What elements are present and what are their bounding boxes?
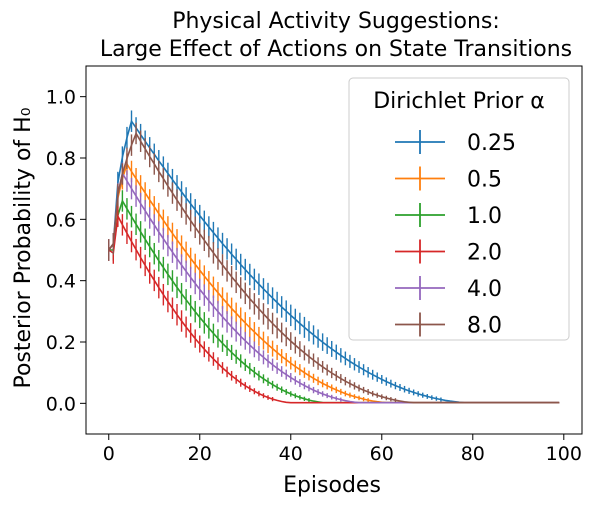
- x-axis-label: Episodes: [283, 473, 381, 498]
- x-axis: 0 20 40 60 80 100: [103, 434, 582, 465]
- legend-item-8.0: 8.0: [395, 312, 502, 339]
- y-tick-label: 0.8: [46, 148, 76, 170]
- y-tick-label: 0.0: [46, 393, 76, 415]
- x-tick-label: 80: [461, 443, 485, 465]
- y-tick-label: 1.0: [46, 87, 76, 109]
- legend-label: 0.5: [467, 168, 502, 193]
- x-tick-label: 40: [279, 443, 303, 465]
- legend-label: 0.25: [467, 131, 516, 156]
- legend: Dirichlet Prior α 0.25 0.5 1.0 2.0 4.0 8.0: [348, 77, 570, 341]
- legend-item-4.0: 4.0: [395, 276, 502, 302]
- x-tick-label: 20: [188, 443, 212, 465]
- y-axis: 0.0 0.2 0.4 0.6 0.8 1.0: [46, 87, 86, 415]
- chart-title-line-1: Physical Activity Suggestions:: [172, 9, 500, 34]
- legend-box: [348, 77, 570, 341]
- x-tick-label: 60: [370, 443, 394, 465]
- y-tick-label: 0.4: [46, 271, 76, 293]
- legend-label: 8.0: [467, 314, 502, 339]
- chart-title: Physical Activity Suggestions: Large Eff…: [100, 9, 572, 62]
- series-line: [108, 131, 560, 404]
- plot-frame: [85, 65, 583, 435]
- legend-label: 4.0: [467, 277, 502, 302]
- x-tick-label: 0: [103, 443, 115, 465]
- legend-label: 1.0: [467, 204, 502, 229]
- x-tick-label: 100: [546, 443, 582, 465]
- legend-title: Dirichlet Prior α: [373, 89, 545, 114]
- legend-label: 2.0: [467, 241, 502, 266]
- series-0.5: [108, 153, 560, 404]
- legend-item-0.25: 0.25: [395, 130, 516, 156]
- legend-item-1.0: 1.0: [395, 203, 502, 229]
- legend-item-0.5: 0.5: [395, 166, 502, 193]
- plot-area: [85, 65, 583, 435]
- y-axis-label: Posterior Probability of H₀: [11, 107, 36, 388]
- series-8.0: [108, 122, 560, 404]
- legend-item-2.0: 2.0: [395, 239, 502, 266]
- y-tick-label: 0.6: [46, 209, 76, 231]
- chart-title-line-2: Large Effect of Actions on State Transit…: [100, 37, 572, 62]
- y-tick-label: 0.2: [46, 332, 76, 354]
